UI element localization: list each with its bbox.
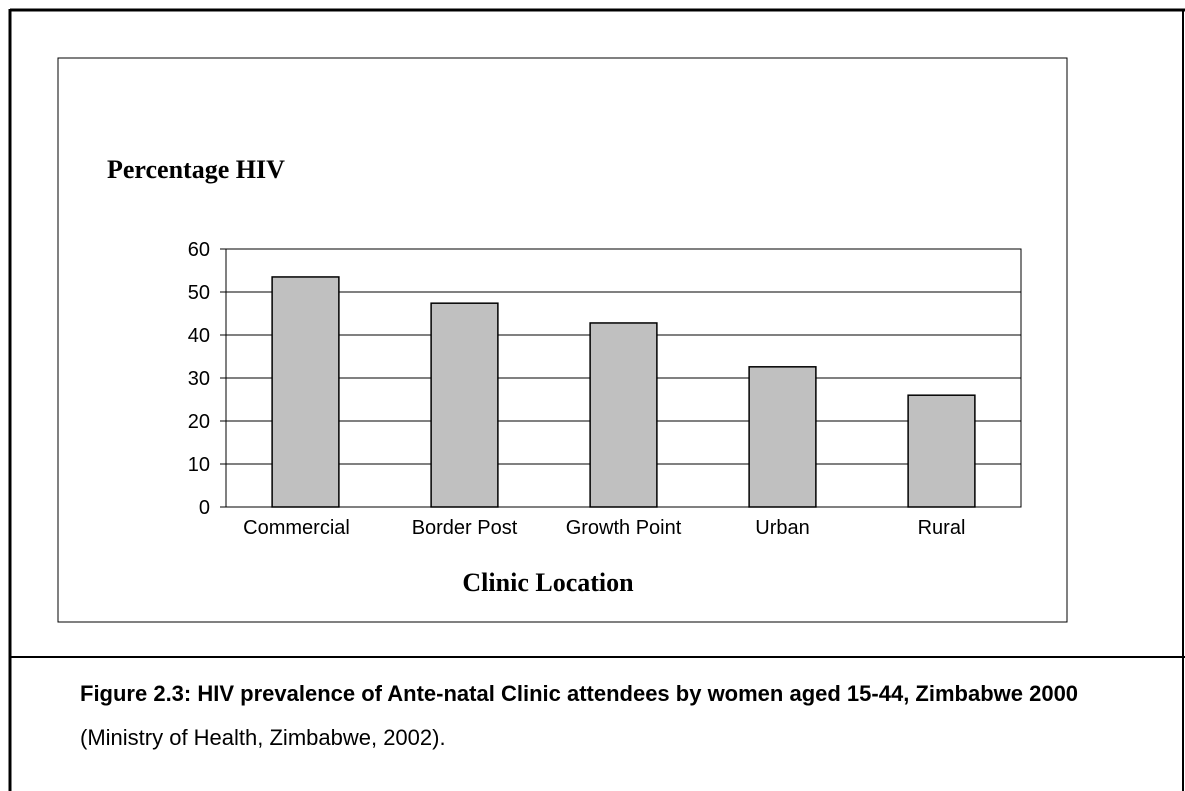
y-tick-label: 40: [188, 325, 210, 347]
y-axis-title: Percentage HIV: [107, 155, 285, 184]
caption-bold: Figure 2.3: HIV prevalence of Ante-natal…: [80, 681, 1079, 706]
y-tick-label: 20: [188, 411, 210, 433]
y-tick-label: 50: [188, 282, 210, 304]
x-tick-label: Commercial: [243, 517, 350, 539]
chart-box: [57, 57, 1068, 623]
y-tick-label: 10: [188, 454, 210, 476]
bar: [430, 302, 499, 508]
figure-caption: Figure 2.3: HIV prevalence of Ante-natal…: [80, 672, 1090, 760]
bar: [748, 366, 817, 508]
x-tick-label: Rural: [918, 517, 966, 539]
x-tick-label: Border Post: [412, 517, 518, 539]
x-axis-title: Clinic Location: [462, 568, 634, 597]
y-tick-label: 0: [199, 497, 210, 519]
caption-source: (Ministry of Health, Zimbabwe, 2002).: [80, 725, 446, 750]
y-tick-label: 30: [188, 368, 210, 390]
x-tick-label: Urban: [755, 517, 809, 539]
y-tick-label: 60: [188, 239, 210, 261]
bar: [589, 322, 658, 508]
bar: [907, 394, 976, 508]
bar: [271, 276, 340, 508]
x-tick-label: Growth Point: [566, 517, 682, 539]
